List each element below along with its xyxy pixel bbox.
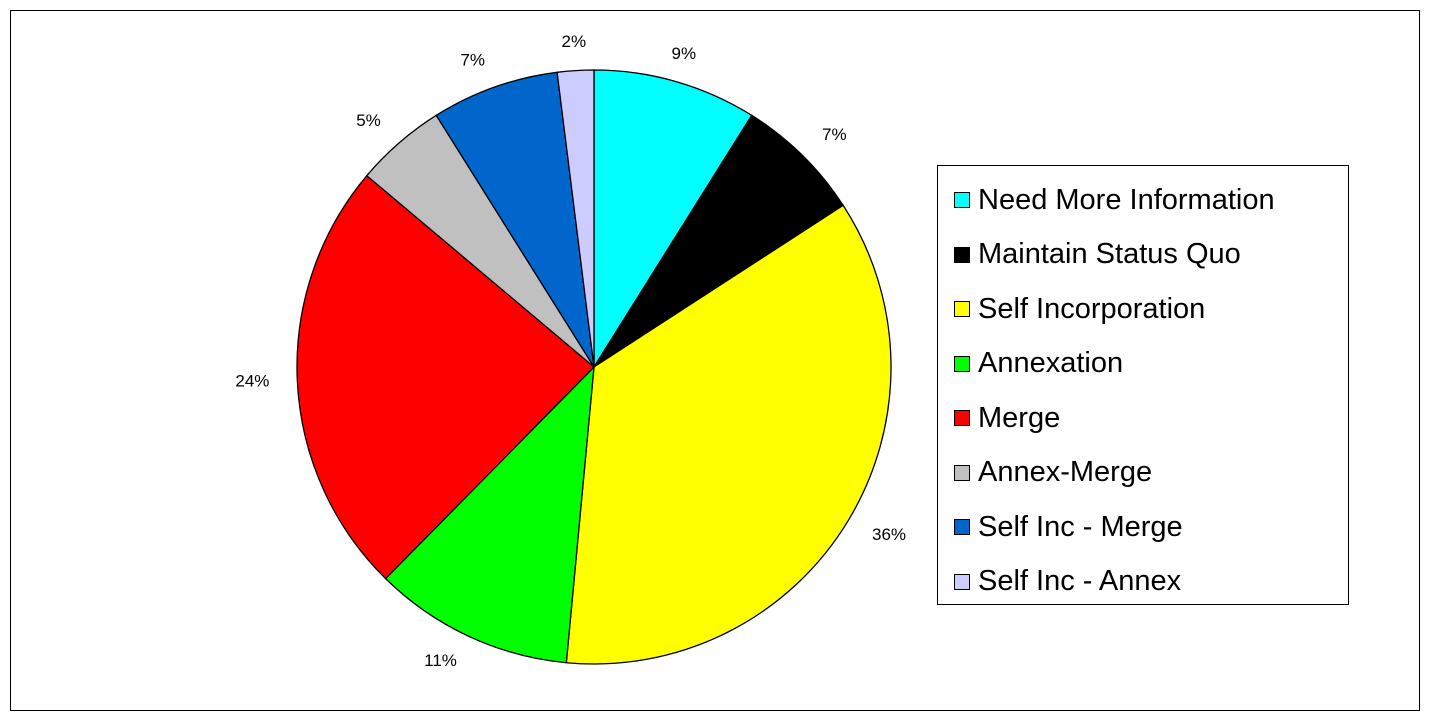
pie-slice-label-6: 5% [356,111,381,130]
legend-item: Self Inc - Merge [938,500,1348,555]
legend-swatch [954,573,970,590]
legend-label: Need More Information [978,183,1275,216]
pie-slice-7 [435,71,595,368]
pie-slice-label-3: 36% [872,525,906,544]
legend-label: Annexation [978,347,1124,380]
legend-swatch [954,355,970,372]
pie-slice-3 [565,204,892,665]
legend-item: Self Incorporation [938,282,1348,337]
pie-slice-label-1: 9% [672,44,697,63]
pie-slice-5 [296,174,595,580]
legend-swatch [954,464,970,481]
legend-swatch [954,301,970,318]
pie-slice-1 [593,69,753,370]
pie-slice-8 [556,69,595,368]
legend-label: Maintain Status Quo [978,238,1241,271]
legend-item: Maintain Status Quo [938,228,1348,283]
legend-label: Self Inc - Merge [978,510,1183,543]
legend-label: Merge [978,401,1061,434]
legend-swatch [954,519,970,536]
pie-slice-label-8: 2% [562,32,587,51]
legend-item: Annexation [938,337,1348,392]
legend-item: Need More Information [938,173,1348,228]
legend-label: Annex-Merge [978,456,1153,489]
legend-label: Self Incorporation [978,292,1206,325]
legend-swatch [954,192,970,209]
legend-label: Self Inc - Annex [978,565,1182,598]
chart-legend: Need More Information Maintain Status Quo… [937,165,1349,605]
legend-item: Annex-Merge [938,446,1348,501]
legend-swatch [954,410,970,427]
pie-slice-label-2: 7% [822,125,847,144]
pie-slice-label-7: 7% [460,50,485,69]
pie-slice-4 [384,365,595,664]
pie-slice-label-4: 11% [424,651,457,670]
pie-slice-label-5: 24% [235,372,269,391]
legend-item: Merge [938,391,1348,446]
legend-item: Self Inc - Annex [938,555,1348,610]
legend-swatch [954,246,970,263]
pie-slice-2 [593,114,845,368]
